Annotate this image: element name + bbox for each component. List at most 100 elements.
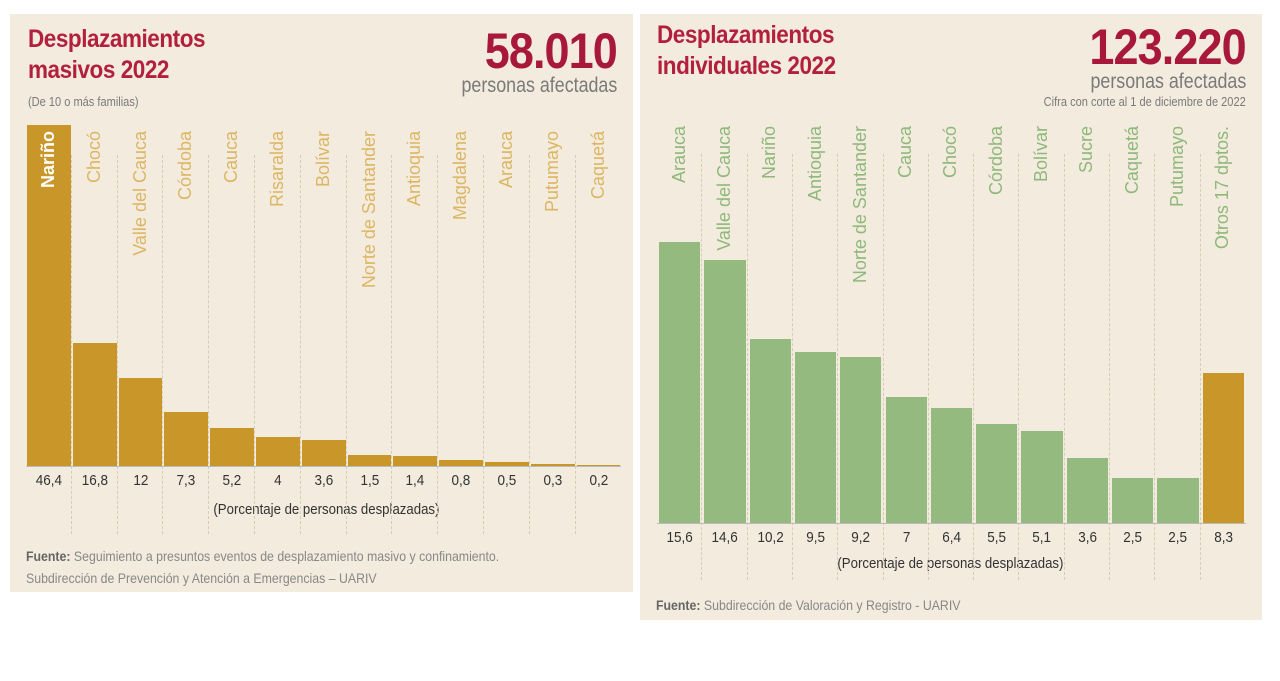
bar-bolívar [1021,431,1063,523]
bar-arauca [485,462,529,466]
value-label: 5,2 [222,472,242,489]
column-separator [1018,154,1020,580]
category-label: Sucre [1076,126,1097,174]
bar-córdoba [164,412,209,466]
column-separator [208,155,210,534]
source-line: Seguimiento a presuntos eventos de despl… [73,548,500,564]
baseline [26,466,622,467]
headline-label: personas afectadas [1090,70,1246,93]
value-label: 46,4 [35,472,63,489]
headline-value: 123.220 [1089,19,1247,75]
column-separator [391,155,393,534]
column-separator [528,155,530,534]
column-separator [1199,154,1201,580]
bar-caquetá [1112,477,1154,523]
headline-label: personas afectadas [461,74,617,97]
value-label: 0,3 [543,472,563,489]
category-label: Nariño [37,131,58,189]
value-label: 8,3 [1213,529,1233,546]
column-separator [927,154,929,580]
value-label: 1,5 [360,472,379,489]
bar-otros-17-dptos- [1202,373,1244,523]
category-label: Putumayo [541,131,562,213]
value-label: 14,6 [711,529,739,546]
value-label: 16,8 [81,472,108,489]
value-label: 5,5 [987,529,1007,546]
bar-risaralda [256,436,300,466]
column-separator [701,154,703,580]
value-label: 9,2 [851,529,871,546]
value-label: 1,4 [405,472,425,489]
category-label: Bolívar [312,131,333,188]
value-label: 0,2 [589,472,608,489]
value-label: 6,4 [942,529,961,546]
column-separator [574,155,576,534]
category-label: Cauca [895,126,916,179]
category-label: Arauca [668,126,689,184]
baseline [657,523,1246,524]
column-separator [483,155,484,534]
value-label: 0,8 [451,472,471,489]
bar-norte-de-santander [840,357,882,523]
category-label: Córdoba [175,131,196,201]
value-label: 0,5 [497,472,517,489]
bar-bolívar [301,439,346,466]
column-separator [837,154,839,580]
bar-córdoba [976,423,1018,523]
bar-norte-de-santander [347,454,392,466]
category-label: Caquetá [587,131,608,200]
bar-arauca [659,242,701,523]
category-label: Valle del Cauca [129,131,150,256]
value-label: 3,6 [314,472,334,489]
column-separator [345,155,347,534]
value-label: 5,1 [1032,529,1052,546]
category-label: Putumayo [1166,126,1187,208]
value-label: 2,5 [1123,529,1143,546]
value-label: 12 [132,472,148,489]
source-prefix: Fuente: [26,548,71,564]
bar-sucre [1066,458,1108,523]
chart-subtitle: (De 10 o más familias) [28,94,139,109]
category-label: Bolívar [1031,126,1052,183]
column-separator [1063,154,1065,580]
category-label: Arauca [495,131,516,189]
column-separator [254,155,255,534]
bar-chocó [72,342,117,466]
bar-cauca [210,427,254,466]
bar-valle-del-cauca [704,260,746,523]
bar-caquetá [576,464,621,466]
category-label: Valle del Cauca [713,126,734,251]
column-separator [1109,154,1110,580]
value-label: 7,3 [176,472,196,489]
chart-title: Desplazamientos individuales 2022 [657,21,836,80]
category-label: Chocó [83,131,104,184]
category-label: Cauca [221,131,242,184]
column-separator [70,155,72,534]
category-label: Norte de Santander [358,131,379,289]
value-label: 7 [902,529,910,546]
category-label: Córdoba [985,126,1006,196]
category-label: Otros 17 dptos. [1212,126,1233,250]
bar-putumayo [1157,477,1199,523]
column-separator [299,155,301,534]
column-separator [437,155,439,534]
value-label: 2,5 [1168,529,1188,546]
value-label: 9,5 [806,529,825,546]
bar-nariño [27,125,71,466]
source-note: Fuente: Subdirección de Valoración y Reg… [656,594,960,616]
bar-chocó [930,407,973,523]
column-separator [116,155,118,534]
chart-title: Desplazamientos masivos 2022 [28,25,206,84]
column-separator [791,154,793,580]
headline-value: 58.010 [484,23,618,79]
x-axis-label: (Porcentaje de personas desplazadas) [837,555,1064,572]
column-separator [1154,154,1156,580]
category-label: Antioquia [804,126,825,202]
source-prefix: Fuente: [656,597,701,613]
source-note: Fuente: Seguimiento a presuntos eventos … [26,545,499,589]
value-label: 4 [274,472,282,489]
bar-antioquia [794,351,837,523]
value-label: 10,2 [757,529,784,546]
x-axis-label: (Porcentaje de personas desplazadas) [213,501,440,518]
panel-individuales: Desplazamientos individuales 2022 123.22… [640,14,1262,620]
